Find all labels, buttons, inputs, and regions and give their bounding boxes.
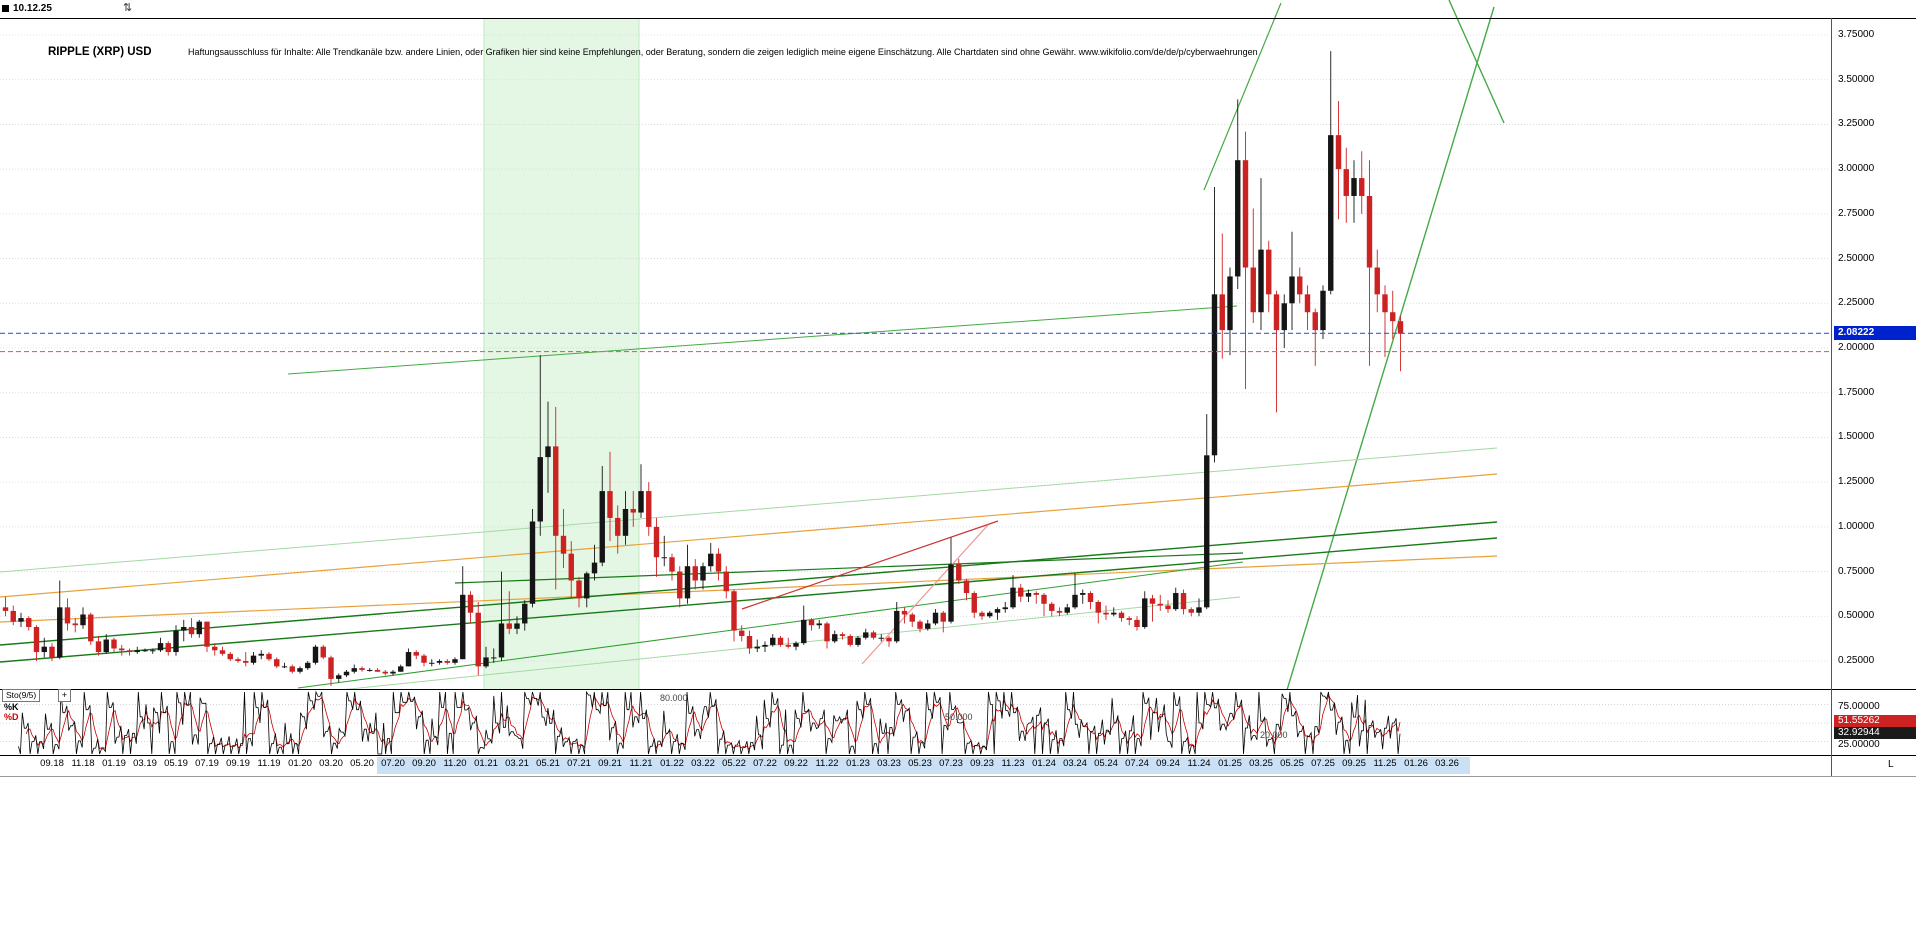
current-price-value: 2.08222 (1838, 327, 1875, 339)
date-marker-icon (2, 5, 9, 12)
time-axis-label: 03.26 (1435, 758, 1459, 769)
visible-range-bar[interactable] (377, 757, 1470, 774)
time-axis-label: 11.23 (1001, 758, 1025, 769)
time-axis-label: 07.23 (939, 758, 963, 769)
time-axis-label: 11.24 (1187, 758, 1211, 769)
price-axis-label: 3.50000 (1838, 73, 1875, 85)
stochastic-d-value-box: 51.55262 (1834, 715, 1916, 727)
stochastic-d-label: %D (4, 712, 19, 722)
time-axis-label: 01.25 (1218, 758, 1242, 769)
time-axis-label: 05.23 (908, 758, 932, 769)
time-axis-label: 01.24 (1032, 758, 1056, 769)
disclaimer-text: Haftungsausschluss für Inhalte: Alle Tre… (188, 47, 1258, 57)
current-date-label: 10.12.25 (13, 3, 52, 14)
time-axis-label: 01.20 (288, 758, 312, 769)
sto-scale-20-label: 20.000 (1260, 730, 1288, 740)
time-axis-label: 09.18 (40, 758, 64, 769)
sto-upper-scale-label: 75.00000 (1838, 701, 1880, 712)
indicator-name-button[interactable]: Sto(9/5) (2, 689, 41, 702)
header-separator-line (0, 18, 1916, 19)
time-axis-label: 09.24 (1156, 758, 1180, 769)
stochastic-k-value: 32.92944 (1838, 727, 1880, 738)
price-axis-label: 2.75000 (1838, 207, 1875, 219)
time-axis-label: 01.19 (102, 758, 126, 769)
price-axis-label: 2.25000 (1838, 297, 1875, 309)
main-chart-bottom-line (0, 689, 1916, 690)
time-axis-label: 09.21 (598, 758, 622, 769)
price-axis-label: 1.50000 (1838, 431, 1875, 443)
time-axis-label: 07.25 (1311, 758, 1335, 769)
time-axis-label: 11.22 (815, 758, 839, 769)
updown-marker-icon: ⇅ (123, 2, 133, 14)
price-axis-label: 1.00000 (1838, 520, 1875, 532)
price-chart-canvas[interactable] (0, 0, 1830, 690)
price-axis-label: 0.50000 (1838, 610, 1875, 622)
time-axis-label: 07.21 (567, 758, 591, 769)
time-axis-label: 11.25 (1373, 758, 1397, 769)
time-axis-label: 03.22 (691, 758, 715, 769)
price-axis-label: 1.75000 (1838, 386, 1875, 398)
time-axis-label: 05.19 (164, 758, 188, 769)
sto-lower-scale-label: 25.00000 (1838, 739, 1880, 750)
price-axis-label: 3.00000 (1838, 163, 1875, 175)
time-axis-label: 05.22 (722, 758, 746, 769)
stochastic-k-value-box: 32.92944 (1834, 727, 1916, 739)
time-axis-label: 07.24 (1125, 758, 1149, 769)
time-axis-label: 01.23 (846, 758, 870, 769)
time-axis-label: 01.26 (1404, 758, 1428, 769)
axis-separator-line (1831, 18, 1832, 776)
time-axis-label: 09.20 (412, 758, 436, 769)
time-axis-label: 09.22 (784, 758, 808, 769)
price-axis-label: 0.75000 (1838, 565, 1875, 577)
time-axis-label: 09.23 (970, 758, 994, 769)
time-axis-label: 11.19 (257, 758, 281, 769)
time-axis-label: 11.20 (443, 758, 467, 769)
time-axis-label: 05.24 (1094, 758, 1118, 769)
axis-corner-label: L (1888, 759, 1894, 770)
time-axis-label: 03.23 (877, 758, 901, 769)
price-axis: 3.75000 3.50000 3.25000 3.00000 2.75000 2.500… (1838, 0, 1914, 776)
indicator-bottom-line (0, 755, 1916, 756)
price-axis-label: 3.25000 (1838, 118, 1875, 130)
price-axis-label: 0.25000 (1838, 654, 1875, 666)
time-axis-label: 11.18 (71, 758, 95, 769)
time-axis-label: 03.24 (1063, 758, 1087, 769)
time-axis-label: 07.20 (381, 758, 405, 769)
time-axis-label: 03.21 (505, 758, 529, 769)
price-axis-label: 3.75000 (1838, 29, 1875, 40)
stochastic-k-label: %K (4, 702, 19, 712)
time-axis-label: 05.20 (350, 758, 374, 769)
sto-scale-50-label: 50.000 (945, 712, 973, 722)
time-axis-label: 09.25 (1342, 758, 1366, 769)
time-axis-label: 01.21 (474, 758, 498, 769)
stochastic-d-value: 51.55262 (1838, 715, 1880, 726)
time-axis-label: 07.19 (195, 758, 219, 769)
indicator-add-button[interactable]: + (58, 689, 71, 702)
time-axis-label: 07.22 (753, 758, 777, 769)
current-price-box: 2.08222 (1834, 326, 1916, 341)
price-axis-label: 1.25000 (1838, 476, 1875, 488)
time-axis-label: 03.25 (1249, 758, 1273, 769)
sto-scale-80-label: 80.000 (660, 693, 688, 703)
time-axis-label: 01.22 (660, 758, 684, 769)
time-axis-label: 03.19 (133, 758, 157, 769)
time-axis-label: 03.20 (319, 758, 343, 769)
time-axis-label: 11.21 (629, 758, 653, 769)
stochastic-panel-canvas[interactable] (0, 690, 1830, 756)
price-axis-label: 2.00000 (1838, 341, 1875, 353)
chart-title: RIPPLE (XRP) USD (48, 46, 152, 58)
time-axis-label: 09.19 (226, 758, 250, 769)
time-axis-label: 05.25 (1280, 758, 1304, 769)
time-axis: 09.18 11.18 01.19 03.19 05.19 07.19 09.19 11.19… (0, 756, 1830, 776)
price-axis-label: 2.50000 (1838, 252, 1875, 264)
axis-bottom-line (0, 776, 1916, 777)
time-axis-label: 05.21 (536, 758, 560, 769)
